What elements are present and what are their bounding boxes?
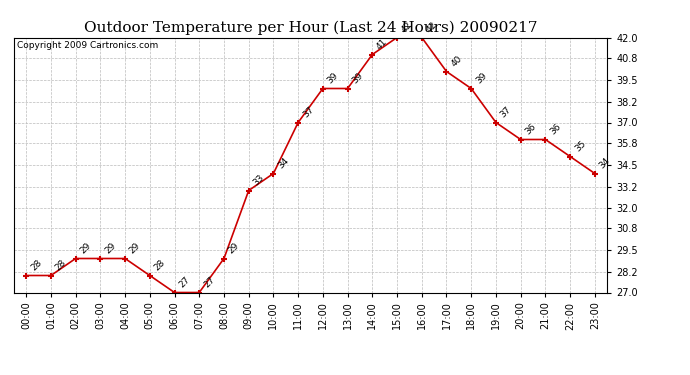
Text: 37: 37 bbox=[499, 105, 513, 120]
Text: 27: 27 bbox=[177, 275, 192, 290]
Text: Copyright 2009 Cartronics.com: Copyright 2009 Cartronics.com bbox=[17, 41, 158, 50]
Text: 42: 42 bbox=[400, 20, 414, 35]
Text: 40: 40 bbox=[449, 54, 464, 69]
Text: 34: 34 bbox=[276, 156, 290, 171]
Text: 27: 27 bbox=[202, 275, 217, 290]
Text: 37: 37 bbox=[301, 105, 315, 120]
Text: 28: 28 bbox=[29, 258, 43, 273]
Text: 35: 35 bbox=[573, 139, 587, 154]
Text: 28: 28 bbox=[54, 258, 68, 273]
Text: 36: 36 bbox=[524, 122, 538, 137]
Text: 39: 39 bbox=[474, 71, 489, 86]
Text: 42: 42 bbox=[424, 20, 439, 35]
Text: 29: 29 bbox=[103, 242, 117, 256]
Text: 29: 29 bbox=[227, 242, 241, 256]
Text: 28: 28 bbox=[152, 258, 167, 273]
Text: 33: 33 bbox=[251, 173, 266, 188]
Text: 41: 41 bbox=[375, 38, 389, 52]
Text: 34: 34 bbox=[598, 156, 612, 171]
Text: 39: 39 bbox=[326, 71, 340, 86]
Text: 29: 29 bbox=[128, 242, 142, 256]
Text: 39: 39 bbox=[351, 71, 365, 86]
Title: Outdoor Temperature per Hour (Last 24 Hours) 20090217: Outdoor Temperature per Hour (Last 24 Ho… bbox=[83, 21, 538, 35]
Text: 36: 36 bbox=[548, 122, 562, 137]
Text: 29: 29 bbox=[79, 242, 92, 256]
